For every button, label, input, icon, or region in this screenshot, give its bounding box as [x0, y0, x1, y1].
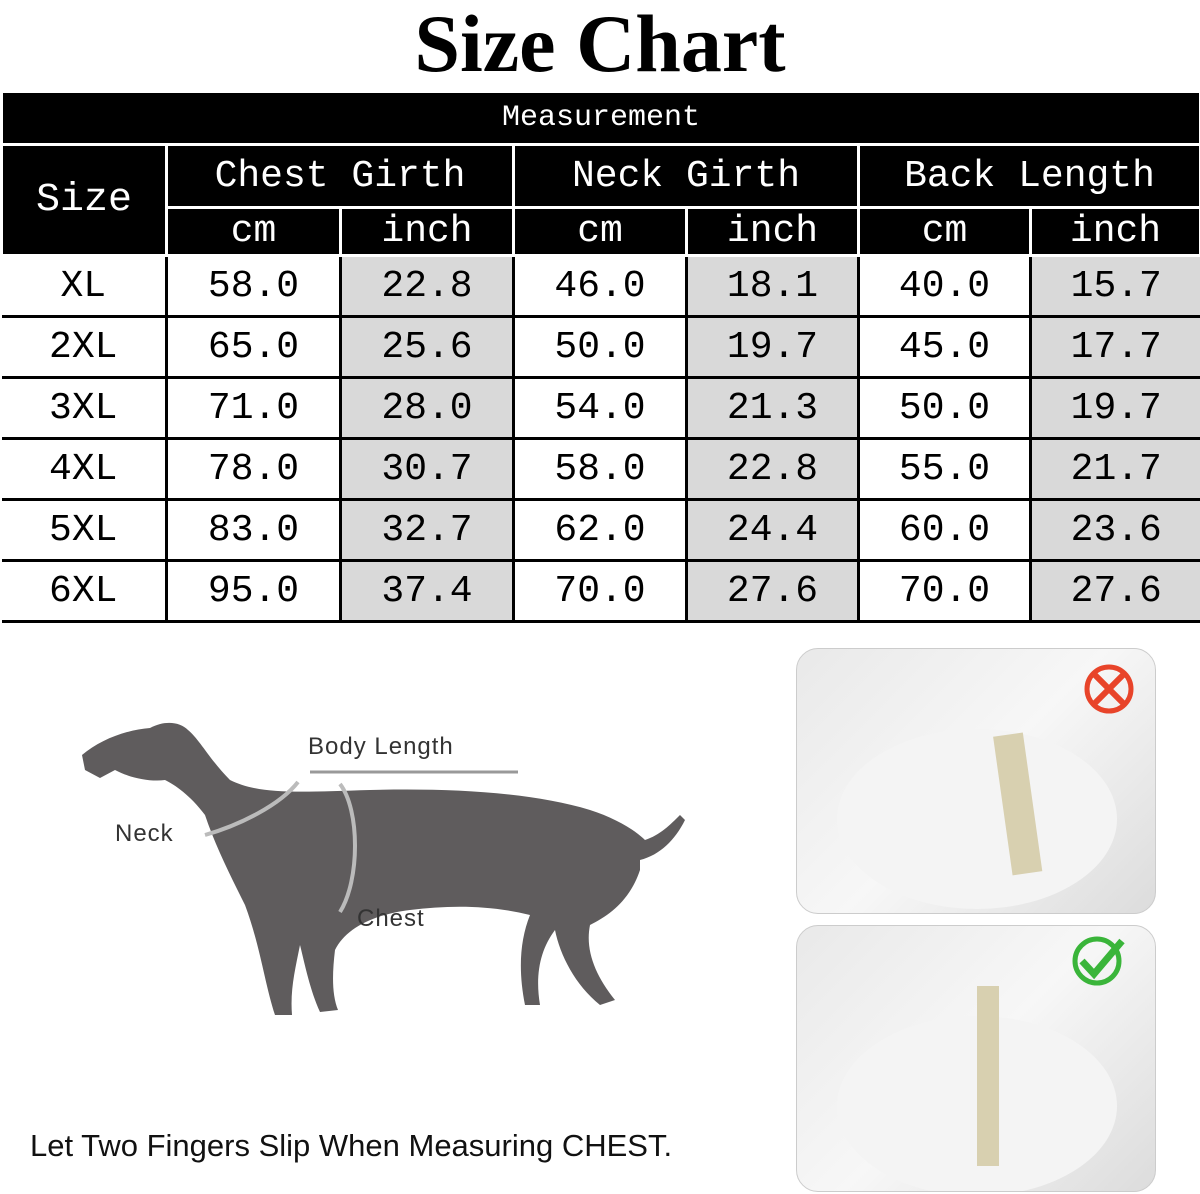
- value-cell: 18.1: [685, 255, 859, 318]
- unit-header: cm: [857, 206, 1032, 257]
- value-cell: 58.0: [512, 438, 687, 501]
- value-cell: 25.6: [339, 316, 514, 379]
- measurement-header: Measurement: [0, 90, 1200, 146]
- size-header: Size: [0, 143, 168, 257]
- value-cell: 17.7: [1028, 316, 1200, 379]
- size-table: Measurement Size Chest Girth Neck Girth …: [0, 90, 1200, 623]
- unit-header: cm: [165, 206, 342, 257]
- table-row: XL 58.0 22.8 46.0 18.1 40.0 15.7: [1, 255, 1200, 318]
- table-row: 3XL 71.0 28.0 54.0 21.3 50.0 19.7: [1, 377, 1200, 440]
- correct-measure-photo: [796, 925, 1156, 1192]
- chest-measure-line: [338, 782, 357, 914]
- value-cell: 24.4: [685, 499, 859, 562]
- neck-label: Neck: [115, 820, 174, 847]
- size-cell: 5XL: [1, 499, 167, 562]
- chest-label: Chest: [357, 905, 425, 932]
- neck-measure-line: [204, 780, 300, 837]
- size-cell: XL: [1, 255, 167, 318]
- value-cell: 27.6: [1028, 560, 1200, 623]
- dog-diagram: [82, 722, 685, 1015]
- table-row: 5XL 83.0 32.7 62.0 24.4 60.0 23.6: [1, 499, 1200, 562]
- size-cell: 3XL: [1, 377, 167, 440]
- unit-header: inch: [1028, 206, 1200, 257]
- dog-silhouette: [82, 722, 685, 1015]
- unit-header: inch: [685, 206, 860, 257]
- value-cell: 28.0: [339, 377, 514, 440]
- value-cell: 21.3: [685, 377, 859, 440]
- unit-header: cm: [512, 206, 688, 257]
- table-row: 2XL 65.0 25.6 50.0 19.7 45.0 17.7: [1, 316, 1200, 379]
- value-cell: 95.0: [165, 560, 341, 623]
- neck-girth-header: Neck Girth: [512, 143, 860, 209]
- value-cell: 22.8: [685, 438, 859, 501]
- value-cell: 32.7: [339, 499, 514, 562]
- table-row: 4XL 78.0 30.7 58.0 22.8 55.0 21.7: [1, 438, 1200, 501]
- value-cell: 71.0: [165, 377, 341, 440]
- value-cell: 50.0: [857, 377, 1031, 440]
- value-cell: 55.0: [857, 438, 1031, 501]
- measuring-tip: Let Two Fingers Slip When Measuring CHES…: [30, 1128, 673, 1163]
- chest-girth-header: Chest Girth: [165, 143, 515, 209]
- back-length-header: Back Length: [856, 143, 1200, 209]
- size-cell: 2XL: [1, 316, 167, 379]
- value-cell: 65.0: [165, 316, 341, 379]
- value-cell: 46.0: [512, 255, 687, 318]
- value-cell: 23.6: [1028, 499, 1200, 562]
- value-cell: 22.8: [339, 255, 514, 318]
- value-cell: 78.0: [165, 438, 341, 501]
- page-title: Size Chart: [414, 0, 786, 89]
- check-icon: [1072, 936, 1125, 986]
- size-cell: 6XL: [1, 560, 167, 623]
- value-cell: 70.0: [857, 560, 1031, 623]
- table-row: 6XL 95.0 37.4 70.0 27.6 70.0 27.6: [1, 560, 1200, 623]
- value-cell: 62.0: [512, 499, 687, 562]
- wrong-measure-photo: [796, 648, 1156, 914]
- body-length-label: Body Length: [308, 733, 454, 760]
- value-cell: 30.7: [339, 438, 514, 501]
- value-cell: 15.7: [1028, 255, 1200, 318]
- unit-header: inch: [339, 206, 515, 257]
- value-cell: 19.7: [1028, 377, 1200, 440]
- value-cell: 37.4: [339, 560, 514, 623]
- cross-icon: [1084, 664, 1134, 714]
- value-cell: 40.0: [857, 255, 1031, 318]
- value-cell: 54.0: [512, 377, 687, 440]
- size-cell: 4XL: [1, 438, 167, 501]
- value-cell: 60.0: [857, 499, 1031, 562]
- value-cell: 58.0: [165, 255, 341, 318]
- value-cell: 83.0: [165, 499, 341, 562]
- value-cell: 21.7: [1028, 438, 1200, 501]
- value-cell: 19.7: [685, 316, 859, 379]
- value-cell: 45.0: [857, 316, 1031, 379]
- value-cell: 27.6: [685, 560, 859, 623]
- value-cell: 70.0: [512, 560, 687, 623]
- value-cell: 50.0: [512, 316, 687, 379]
